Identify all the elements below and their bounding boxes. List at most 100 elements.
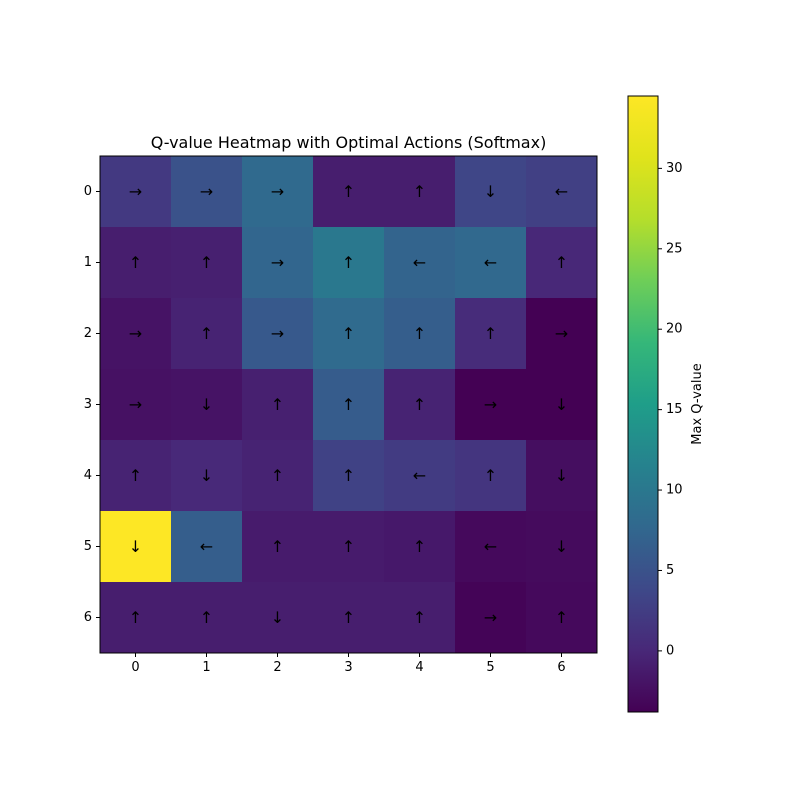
heatmap-cell [171, 298, 243, 370]
x-tick-label: 0 [131, 660, 139, 675]
action-arrow: ↑ [413, 537, 426, 556]
heatmap-cell [100, 369, 172, 441]
y-tick-label: 6 [84, 610, 92, 625]
action-arrow: ↓ [271, 608, 284, 627]
action-arrow: ↑ [271, 395, 284, 414]
heatmap-cell [526, 582, 598, 654]
action-arrow: → [200, 182, 213, 201]
action-arrow: ↑ [555, 253, 568, 272]
y-tick-label: 0 [84, 184, 92, 199]
heatmap-cell [171, 440, 243, 512]
heatmap-cell [455, 440, 527, 512]
action-arrow: ← [413, 253, 426, 272]
heatmap-cell [171, 227, 243, 299]
action-arrow: ↑ [342, 395, 355, 414]
heatmap-cell [455, 227, 527, 299]
heatmap-cell [313, 298, 385, 370]
heatmap-cell [526, 369, 598, 441]
heatmap-cell [242, 227, 314, 299]
heatmap-cell [242, 511, 314, 583]
action-arrow: ← [484, 537, 497, 556]
action-arrow: → [271, 182, 284, 201]
heatmap-cell [100, 511, 172, 583]
action-arrow: ↑ [129, 608, 142, 627]
x-axis: 0 1 2 3 4 5 6 [131, 653, 566, 675]
heatmap-cell [455, 369, 527, 441]
action-arrow: ↓ [555, 466, 568, 485]
heatmap-cell [384, 511, 456, 583]
action-arrow: → [129, 324, 142, 343]
heatmap-cell [242, 298, 314, 370]
heatmap-cell [100, 227, 172, 299]
action-arrow: ↑ [342, 608, 355, 627]
action-arrow: ↑ [342, 466, 355, 485]
action-arrow: → [129, 395, 142, 414]
action-arrow: ↑ [200, 324, 213, 343]
heatmap-cell [100, 440, 172, 512]
action-arrow: ↑ [413, 395, 426, 414]
heatmap-cell [313, 511, 385, 583]
action-arrow: ← [200, 537, 213, 556]
x-tick-label: 2 [273, 660, 281, 675]
heatmap-cell [242, 440, 314, 512]
x-tick-label: 4 [415, 660, 423, 675]
heatmap-cell [242, 582, 314, 654]
colorbar-tick-label: 10 [666, 483, 683, 498]
heatmap-cell [313, 369, 385, 441]
action-arrow: → [129, 182, 142, 201]
y-tick-label: 5 [84, 539, 92, 554]
action-arrow: ↑ [413, 324, 426, 343]
heatmap-cell [384, 227, 456, 299]
heatmap-cell [242, 369, 314, 441]
colorbar-tick-label: 25 [666, 241, 683, 256]
heatmap-cell [171, 369, 243, 441]
x-tick-label: 5 [486, 660, 494, 675]
heatmap-cell [313, 440, 385, 512]
action-arrow: ↑ [271, 466, 284, 485]
action-arrow: ↓ [555, 537, 568, 556]
heatmap-cell [242, 156, 314, 228]
action-arrow: ↑ [200, 608, 213, 627]
heatmap-cell [100, 298, 172, 370]
y-axis: 0 1 2 3 4 5 6 [84, 184, 100, 625]
x-tick-label: 3 [344, 660, 352, 675]
heatmap-cell [171, 511, 243, 583]
action-arrow: ↑ [342, 324, 355, 343]
colorbar-tick-label: 20 [666, 322, 683, 337]
heatmap-cell [100, 582, 172, 654]
colorbar-tick-label: 30 [666, 161, 683, 176]
action-arrow: ↓ [484, 182, 497, 201]
action-arrows: → → → ↑ ↑ ↓ ← ↑ ↑ → ↑ ← ← ↑ → ↑ → ↑ ↑ ↑ → → ↓ ↑ ↑ ↑ → ↓ ↑ ↓ ↑ ↑ ← ↑ ↓ ↓ ← ↑ ↑ ↑… [129, 182, 568, 627]
action-arrow: ↑ [484, 466, 497, 485]
action-arrow: → [484, 395, 497, 414]
heatmap-cell [526, 227, 598, 299]
action-arrow: ↑ [484, 324, 497, 343]
heatmap-cell [526, 440, 598, 512]
heatmap-cell [313, 156, 385, 228]
heatmap-cells [100, 156, 598, 654]
heatmap-cell [526, 511, 598, 583]
y-tick-label: 2 [84, 326, 92, 341]
colorbar-tick-label: 0 [666, 643, 674, 658]
heatmap-cell [526, 156, 598, 228]
heatmap-cell [384, 582, 456, 654]
action-arrow: ↓ [200, 466, 213, 485]
action-arrow: ↓ [555, 395, 568, 414]
heatmap-cell [384, 440, 456, 512]
action-arrow: ← [413, 466, 426, 485]
action-arrow: ↑ [129, 253, 142, 272]
action-arrow: → [555, 324, 568, 343]
action-arrow: ↓ [200, 395, 213, 414]
action-arrow: ↑ [342, 182, 355, 201]
heatmap-cell [100, 156, 172, 228]
action-arrow: ↑ [271, 537, 284, 556]
action-arrow: ↑ [342, 253, 355, 272]
y-tick-label: 3 [84, 397, 92, 412]
x-tick-label: 1 [202, 660, 210, 675]
action-arrow: ↑ [413, 608, 426, 627]
action-arrow: ← [555, 182, 568, 201]
action-arrow: ↑ [200, 253, 213, 272]
y-tick-label: 1 [84, 255, 92, 270]
heatmap-cell [171, 156, 243, 228]
